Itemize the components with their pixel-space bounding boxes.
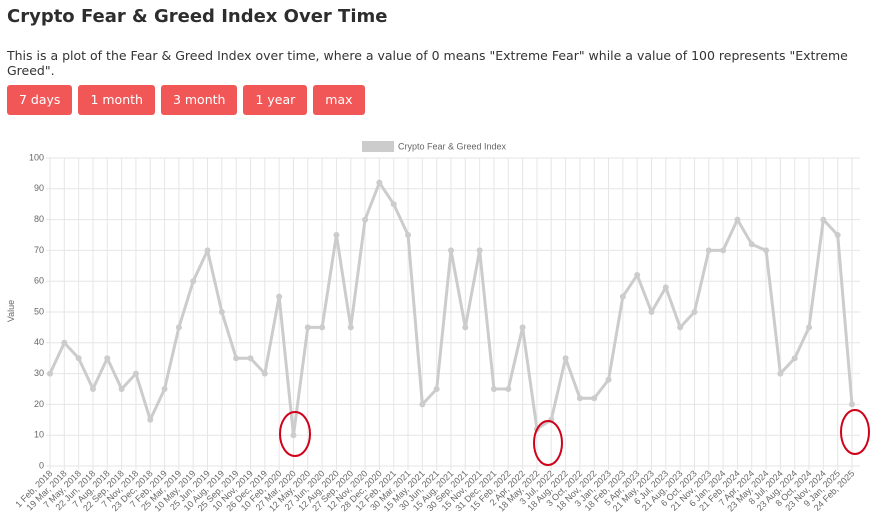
y-tick-label: 0: [39, 460, 44, 470]
data-point: [419, 401, 426, 408]
data-point: [519, 324, 526, 331]
y-tick-label: 60: [34, 276, 44, 286]
data-point: [476, 247, 483, 254]
data-point: [204, 247, 211, 254]
data-point: [376, 179, 383, 186]
data-point: [705, 247, 712, 254]
y-tick-label: 10: [34, 430, 44, 440]
y-tick-label: 80: [34, 214, 44, 224]
range-buttons: 7 days 1 month 3 month 1 year max: [7, 85, 365, 115]
data-point: [605, 376, 612, 383]
data-point: [319, 324, 326, 331]
data-point: [218, 309, 225, 315]
data-point: [347, 324, 354, 331]
highlight-circle: [840, 409, 870, 455]
data-point: [763, 247, 770, 254]
page-title: Crypto Fear & Greed Index Over Time: [7, 6, 388, 27]
data-point: [433, 386, 440, 392]
legend-label: Crypto Fear & Greed Index: [398, 141, 507, 151]
data-point: [190, 278, 197, 285]
legend-swatch: [362, 141, 394, 152]
data-point: [161, 386, 168, 392]
y-tick-label: 100: [29, 152, 44, 162]
data-point: [247, 355, 254, 362]
data-point: [118, 386, 125, 392]
data-point: [104, 355, 111, 362]
data-point: [448, 247, 454, 254]
data-point: [720, 247, 727, 254]
data-point: [261, 370, 268, 377]
data-point: [276, 293, 283, 300]
data-point: [576, 395, 583, 402]
data-point: [462, 324, 469, 331]
y-tick-label: 20: [34, 399, 44, 409]
data-point: [777, 370, 784, 377]
data-point: [734, 216, 741, 223]
data-point: [648, 309, 655, 315]
data-point: [505, 386, 512, 392]
data-point: [333, 232, 340, 238]
data-point: [290, 432, 297, 439]
data-point: [362, 216, 369, 223]
data-point: [662, 284, 669, 291]
data-point: [75, 355, 82, 362]
range-button[interactable]: max: [313, 85, 365, 115]
range-button[interactable]: 7 days: [7, 85, 73, 115]
data-point: [405, 232, 412, 238]
data-point: [791, 355, 798, 362]
data-point: [89, 386, 96, 392]
y-tick-label: 90: [34, 183, 44, 193]
data-point: [691, 309, 698, 315]
data-point: [849, 401, 855, 408]
data-point: [304, 324, 311, 331]
data-point: [175, 324, 182, 331]
data-point: [61, 339, 68, 346]
data-point: [562, 355, 569, 362]
y-tick-label: 40: [34, 337, 44, 347]
data-point: [634, 272, 641, 279]
range-button[interactable]: 3 month: [160, 85, 238, 115]
range-button[interactable]: 1 year: [243, 85, 308, 115]
data-point: [390, 201, 397, 208]
data-point: [806, 324, 813, 331]
data-point: [490, 386, 497, 392]
data-point: [677, 324, 684, 331]
data-point: [591, 395, 598, 402]
data-point: [748, 241, 755, 248]
data-point: [233, 355, 240, 362]
y-tick-label: 50: [34, 306, 44, 316]
data-point: [132, 370, 139, 377]
y-axis-label: Value: [6, 300, 16, 322]
y-tick-label: 70: [34, 245, 44, 255]
description: This is a plot of the Fear & Greed Index…: [7, 48, 848, 78]
annotations: [279, 409, 870, 466]
chart: Crypto Fear & Greed Index Value 0 10 20 30 4…: [6, 141, 870, 514]
data-point: [619, 293, 626, 300]
range-button[interactable]: 1 month: [78, 85, 155, 115]
highlight-circle: [533, 420, 563, 466]
highlight-circle: [279, 411, 311, 457]
data-point: [834, 232, 841, 238]
data-point: [47, 370, 53, 377]
data-point: [820, 216, 827, 223]
y-tick-label: 30: [34, 368, 44, 378]
data-point: [147, 416, 154, 423]
